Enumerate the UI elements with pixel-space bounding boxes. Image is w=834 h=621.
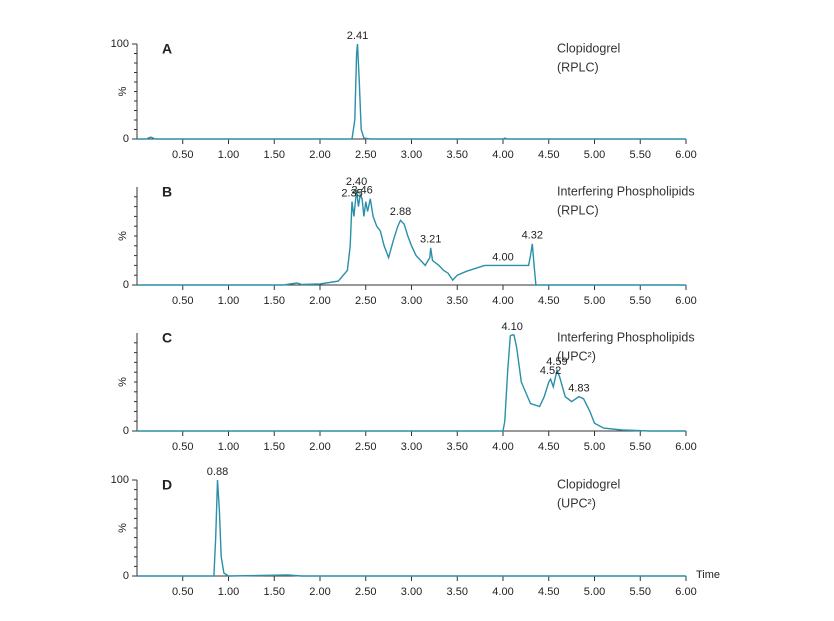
x-tick-label: 3.00 [401,586,422,598]
panel-title: (UPC²) [557,496,596,510]
trace [137,43,686,140]
peak-label: 2.46 [351,185,372,197]
peak-label: 4.00 [492,251,513,263]
x-tick-label: 2.00 [309,586,330,598]
trace [137,189,686,286]
panel-title: (UPC²) [557,349,596,363]
x-tick-label: 1.50 [264,149,285,161]
x-axis-label: Time [696,569,720,581]
x-tick-label: 3.00 [401,149,422,161]
x-tick-label: 0.50 [172,586,193,598]
panel-title: (RPLC) [557,60,599,74]
x-tick-label: 6.00 [675,149,696,161]
x-tick-label: 4.00 [492,586,513,598]
x-tick-label: 5.50 [630,295,651,307]
y-tick-label: 0 [123,425,129,437]
y-axis-label: % [117,231,129,241]
x-tick-label: 5.50 [630,441,651,453]
panel-label: B [162,184,172,200]
x-tick-label: 1.50 [264,295,285,307]
panel-title: Interfering Phospholipids [557,184,695,198]
x-tick-label: 2.00 [309,149,330,161]
x-tick-label: 5.00 [584,149,605,161]
x-tick-label: 4.50 [538,586,559,598]
panel-label: A [162,41,172,57]
x-tick-label: 4.50 [538,441,559,453]
x-tick-label: 5.50 [630,586,651,598]
panel-title: Clopidogrel [557,477,620,491]
x-tick-label: 4.50 [538,295,559,307]
peak-label: 2.35 [341,188,362,200]
x-tick-label: 2.00 [309,295,330,307]
x-tick-label: 2.50 [355,586,376,598]
x-tick-label: 3.50 [447,441,468,453]
panel-title: Clopidogrel [557,41,620,55]
y-axis-label: % [117,86,129,96]
x-tick-label: 2.50 [355,295,376,307]
peak-label: 4.32 [522,230,543,242]
x-tick-label: 3.50 [447,295,468,307]
x-tick-label: 2.00 [309,441,330,453]
x-tick-label: 4.00 [492,441,513,453]
peak-label: 2.40 [346,176,367,188]
panel-title: Interfering Phospholipids [557,330,695,344]
y-tick-label: 0 [123,279,129,291]
x-tick-label: 2.50 [355,149,376,161]
x-tick-label: 1.00 [218,586,239,598]
x-tick-label: 5.50 [630,149,651,161]
x-tick-label: 6.00 [675,441,696,453]
peak-label: 2.88 [390,206,411,218]
x-tick-label: 3.50 [447,149,468,161]
trace [137,479,686,577]
peak-label: 0.88 [207,466,228,478]
panel-label: D [162,477,172,493]
x-tick-label: 0.50 [172,149,193,161]
peak-label: 2.41 [347,30,368,42]
x-tick-label: 3.50 [447,586,468,598]
x-tick-label: 1.00 [218,441,239,453]
x-tick-label: 6.00 [675,586,696,598]
peak-label: 3.21 [420,234,441,246]
y-axis-label: % [117,523,129,533]
x-tick-label: 5.00 [584,586,605,598]
y-axis-label: % [117,377,129,387]
x-tick-label: 3.00 [401,441,422,453]
panel-title: (RPLC) [557,203,599,217]
x-tick-label: 1.00 [218,295,239,307]
y-tick-label: 0 [123,133,129,145]
x-tick-label: 4.50 [538,149,559,161]
x-tick-label: 0.50 [172,295,193,307]
x-tick-label: 1.50 [264,586,285,598]
y-tick-label: 100 [111,474,129,486]
peak-label: 4.83 [568,383,589,395]
x-tick-label: 0.50 [172,441,193,453]
x-tick-label: 1.50 [264,441,285,453]
y-tick-label: 100 [111,38,129,50]
x-tick-label: 1.00 [218,149,239,161]
peak-label: 4.59 [546,356,567,368]
x-tick-label: 6.00 [675,295,696,307]
x-tick-label: 5.00 [584,295,605,307]
x-tick-label: 2.50 [355,441,376,453]
x-tick-label: 4.00 [492,149,513,161]
x-tick-label: 4.00 [492,295,513,307]
trace [137,334,686,432]
panel-label: C [162,330,172,346]
y-tick-label: 0 [123,570,129,582]
x-tick-label: 5.00 [584,441,605,453]
peak-label: 4.10 [501,321,522,333]
x-tick-label: 3.00 [401,295,422,307]
peak-label: 4.52 [540,365,561,377]
